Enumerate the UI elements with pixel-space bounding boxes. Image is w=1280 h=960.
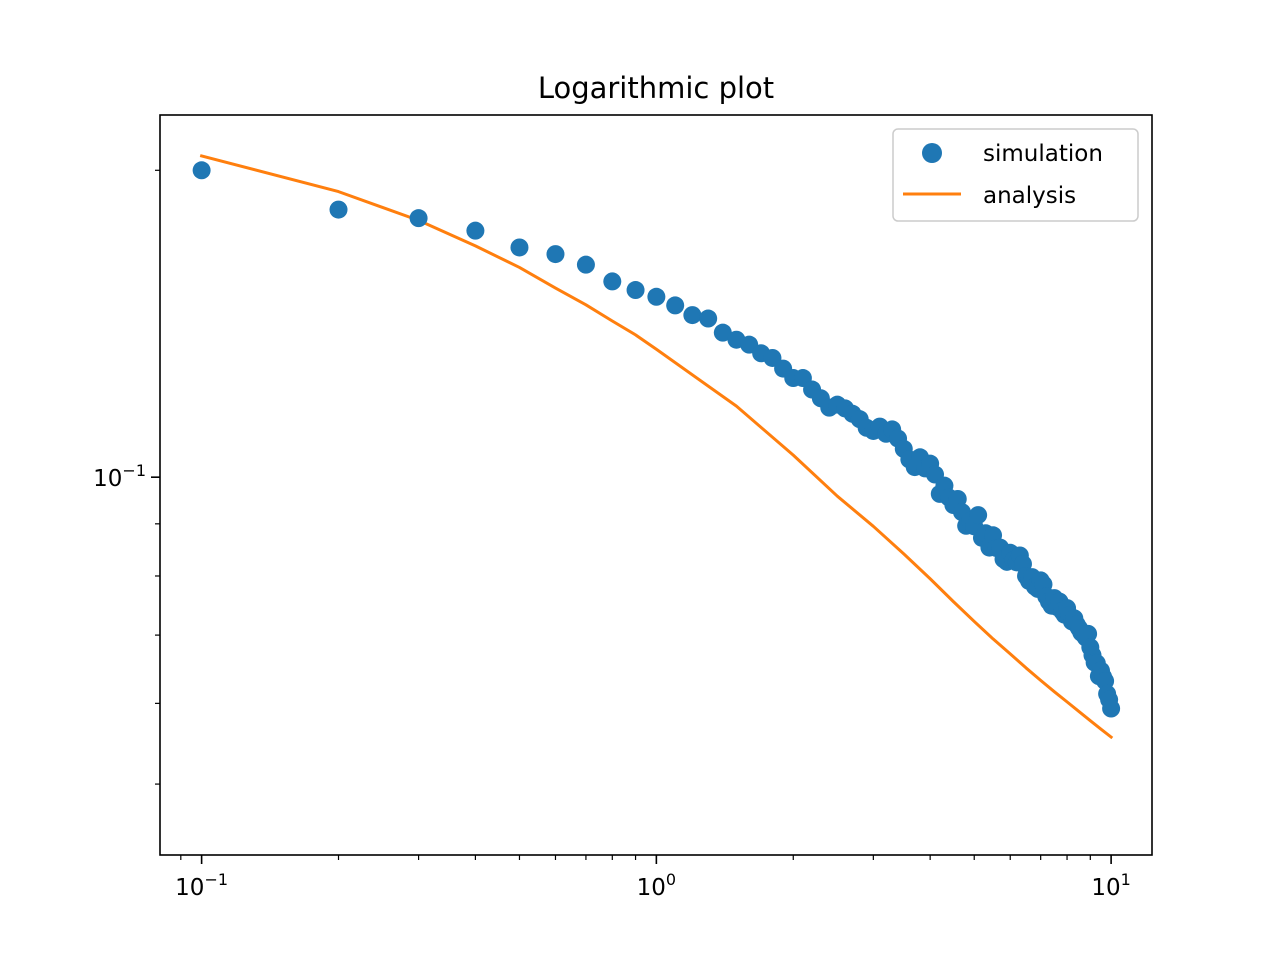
simulation-point bbox=[627, 281, 645, 299]
simulation-point bbox=[683, 306, 701, 324]
chart-title: Logarithmic plot bbox=[538, 71, 774, 105]
simulation-point bbox=[410, 209, 428, 227]
simulation-point bbox=[647, 288, 665, 306]
simulation-point bbox=[969, 506, 987, 524]
simulation-point bbox=[466, 222, 484, 240]
legend-simulation-marker-icon bbox=[922, 143, 942, 163]
simulation-point bbox=[330, 201, 348, 219]
legend-analysis-label: analysis bbox=[983, 183, 1076, 209]
simulation-point bbox=[699, 310, 717, 328]
simulation-point bbox=[577, 256, 595, 274]
simulation-point bbox=[603, 272, 621, 290]
simulation-point bbox=[193, 161, 211, 179]
legend-simulation-label: simulation bbox=[983, 141, 1103, 167]
legend: simulation analysis bbox=[893, 129, 1138, 221]
simulation-point bbox=[510, 238, 528, 256]
simulation-point bbox=[1102, 700, 1120, 718]
simulation-point bbox=[546, 245, 564, 263]
simulation-point bbox=[666, 296, 684, 314]
